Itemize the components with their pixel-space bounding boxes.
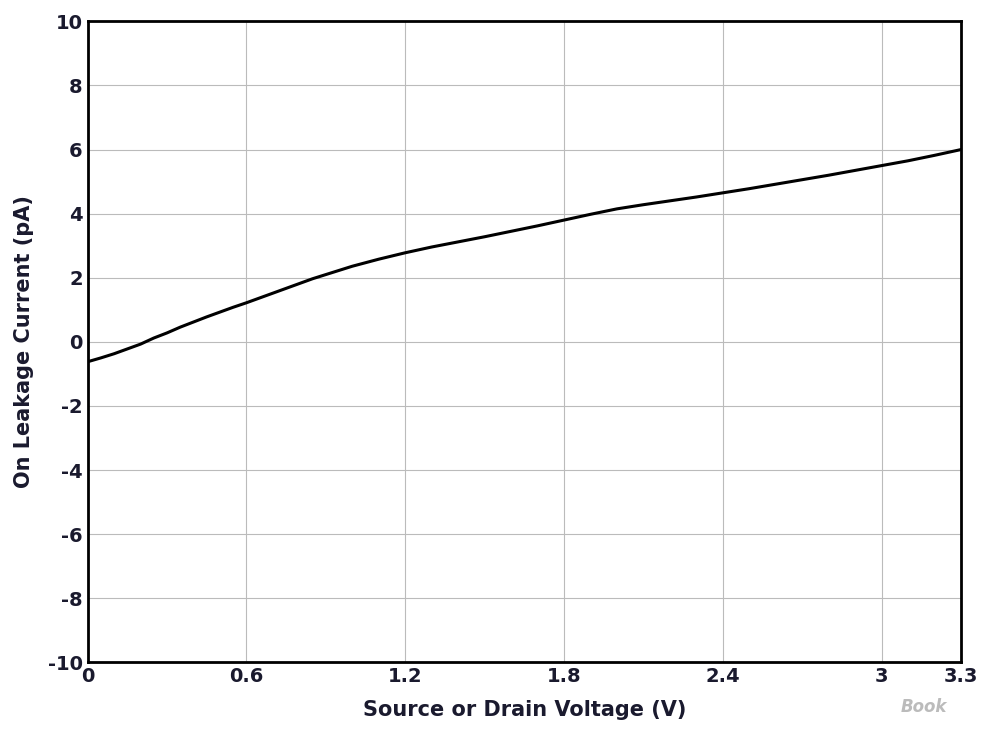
X-axis label: Source or Drain Voltage (V): Source or Drain Voltage (V) [363,700,686,720]
Y-axis label: On Leakage Current (pA): On Leakage Current (pA) [14,195,34,488]
Text: Book: Book [901,697,947,716]
